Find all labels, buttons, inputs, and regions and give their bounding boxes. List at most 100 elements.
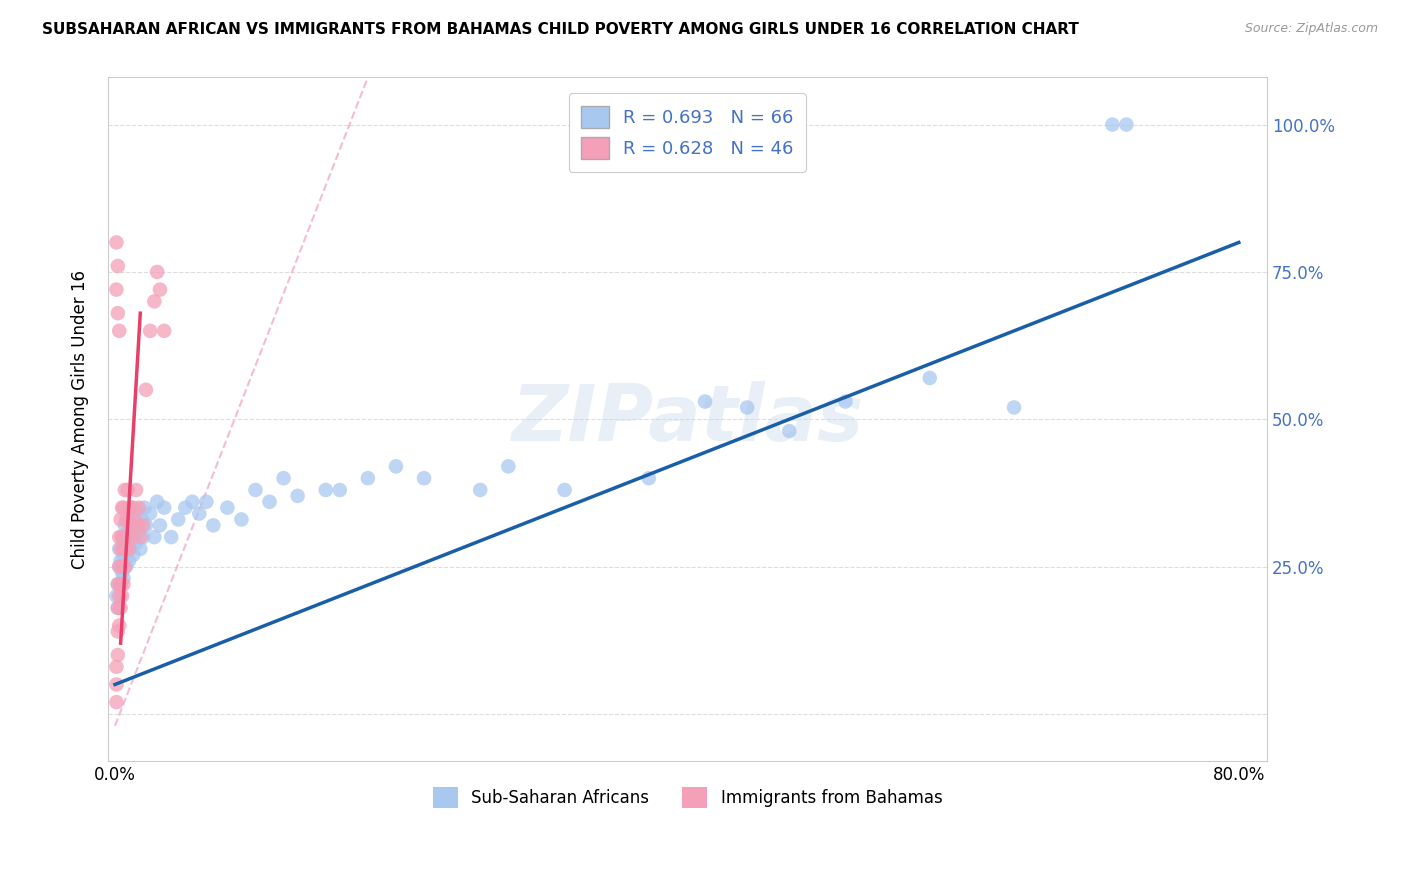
Point [124, 512, 146, 526]
Point [778, 424, 800, 438]
Point [110, 600, 132, 615]
Point [107, 577, 129, 591]
Point [122, 500, 145, 515]
Point [108, 589, 131, 603]
Point [834, 394, 856, 409]
Point [139, 507, 162, 521]
Point [107, 259, 129, 273]
Point [112, 577, 135, 591]
Point [114, 559, 136, 574]
Point [107, 648, 129, 662]
Point [153, 324, 176, 338]
Text: Source: ZipAtlas.com: Source: ZipAtlas.com [1244, 22, 1378, 36]
Point [153, 500, 176, 515]
Point [139, 324, 162, 338]
Point [217, 500, 239, 515]
Point [117, 524, 139, 539]
Point [110, 577, 132, 591]
Point [111, 559, 134, 574]
Point [129, 541, 152, 556]
Point [195, 495, 218, 509]
Point [118, 554, 141, 568]
Point [107, 600, 129, 615]
Point [107, 624, 129, 639]
Point [135, 383, 157, 397]
Point [107, 306, 129, 320]
Point [174, 500, 197, 515]
Point [128, 524, 150, 539]
Point [918, 371, 941, 385]
Point [132, 518, 155, 533]
Point [105, 677, 128, 691]
Point [120, 518, 142, 533]
Point [115, 541, 138, 556]
Point [554, 483, 576, 497]
Point [181, 495, 204, 509]
Point [105, 283, 128, 297]
Point [245, 483, 267, 497]
Point [385, 459, 408, 474]
Point [160, 530, 183, 544]
Y-axis label: Child Poverty Among Girls Under 16: Child Poverty Among Girls Under 16 [72, 269, 89, 569]
Point [146, 495, 169, 509]
Point [273, 471, 295, 485]
Point [121, 530, 143, 544]
Point [107, 600, 129, 615]
Point [143, 294, 166, 309]
Point [125, 483, 148, 497]
Point [143, 530, 166, 544]
Point [108, 541, 131, 556]
Point [1101, 118, 1123, 132]
Point [149, 283, 172, 297]
Point [132, 530, 155, 544]
Point [105, 235, 128, 250]
Point [118, 541, 141, 556]
Point [114, 518, 136, 533]
Text: ZIPatlas: ZIPatlas [512, 381, 863, 458]
Point [110, 554, 132, 568]
Point [115, 512, 138, 526]
Point [1002, 401, 1025, 415]
Point [110, 577, 132, 591]
Point [413, 471, 436, 485]
Point [108, 559, 131, 574]
Point [108, 530, 131, 544]
Point [108, 618, 131, 632]
Point [105, 660, 128, 674]
Point [329, 483, 352, 497]
Point [124, 518, 146, 533]
Point [114, 541, 136, 556]
Point [134, 500, 156, 515]
Legend: Sub-Saharan Africans, Immigrants from Bahamas: Sub-Saharan Africans, Immigrants from Ba… [426, 780, 949, 814]
Point [114, 483, 136, 497]
Point [122, 548, 145, 562]
Point [693, 394, 716, 409]
Point [167, 512, 190, 526]
Point [121, 500, 143, 515]
Point [111, 589, 134, 603]
Point [287, 489, 309, 503]
Point [111, 566, 134, 580]
Point [121, 530, 143, 544]
Point [129, 530, 152, 544]
Text: SUBSAHARAN AFRICAN VS IMMIGRANTS FROM BAHAMAS CHILD POVERTY AMONG GIRLS UNDER 16: SUBSAHARAN AFRICAN VS IMMIGRANTS FROM BA… [42, 22, 1078, 37]
Point [315, 483, 337, 497]
Point [357, 471, 380, 485]
Point [105, 589, 128, 603]
Point [115, 536, 138, 550]
Point [470, 483, 492, 497]
Point [128, 500, 150, 515]
Point [125, 536, 148, 550]
Point [115, 559, 138, 574]
Point [114, 530, 136, 544]
Point [259, 495, 281, 509]
Point [498, 459, 520, 474]
Point [149, 518, 172, 533]
Point [111, 530, 134, 544]
Point [112, 571, 135, 585]
Point [231, 512, 253, 526]
Point [637, 471, 659, 485]
Point [118, 512, 141, 526]
Point [110, 541, 132, 556]
Point [120, 541, 142, 556]
